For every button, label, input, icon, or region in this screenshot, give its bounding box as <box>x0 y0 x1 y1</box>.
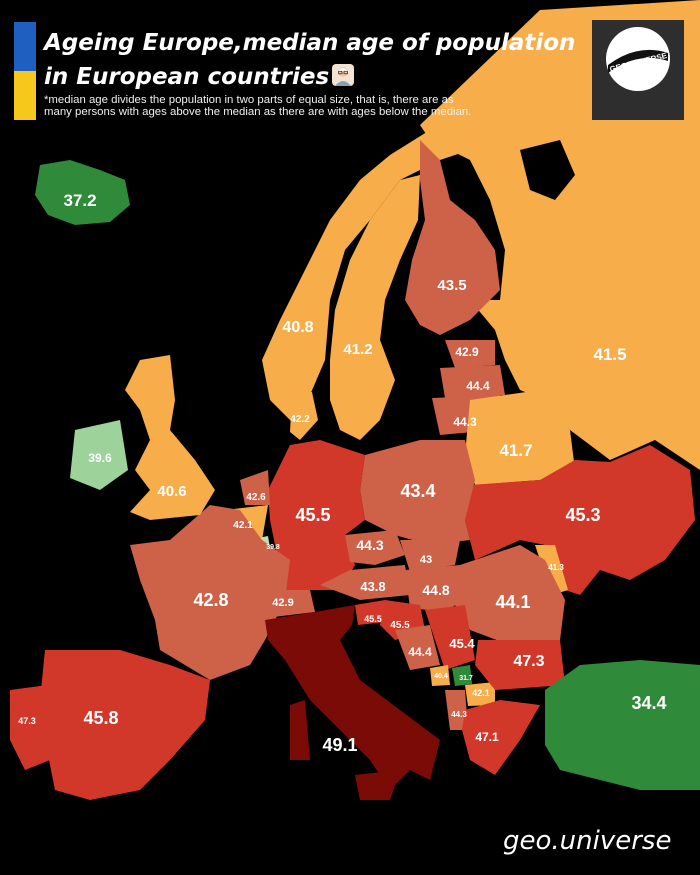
lithuania-value: 44.3 <box>453 415 477 429</box>
romania-value: 44.1 <box>495 592 530 612</box>
netherlands-value: 42.6 <box>246 492 266 503</box>
hungary-region <box>405 565 470 612</box>
elderly-person-icon <box>331 63 355 87</box>
switzerland-region <box>258 590 315 618</box>
estonia-value: 42.9 <box>455 345 479 359</box>
poland-value: 43.4 <box>400 481 435 501</box>
czechia-value: 44.3 <box>356 537 383 553</box>
ireland-value: 39.6 <box>88 451 112 465</box>
netherlands-region <box>240 470 270 505</box>
subtitle-line-2: many persons with ages above the median … <box>44 105 472 118</box>
spain-region <box>40 650 210 800</box>
albania-region <box>445 690 468 730</box>
moldova-value: 41.3 <box>548 563 564 572</box>
hungary-value: 44.8 <box>422 582 449 598</box>
portugal-value: 47.3 <box>18 716 36 726</box>
albania-value: 44.3 <box>451 710 467 719</box>
luxembourg-value: 39.8 <box>266 544 280 551</box>
montenegro-region <box>430 665 450 686</box>
sardinia-region <box>290 700 310 760</box>
belarus-value: 41.7 <box>499 441 532 460</box>
sweden-region <box>330 175 420 440</box>
austria-value: 43.8 <box>360 579 385 594</box>
germany-region <box>268 440 365 590</box>
serbia-region <box>425 605 475 670</box>
slovakia-region <box>400 540 460 572</box>
subtitle-line-1: *median age divides the population in tw… <box>44 94 454 106</box>
austria-region <box>320 565 410 600</box>
greece-value: 47.1 <box>475 730 499 744</box>
switzerland-value: 42.9 <box>272 597 293 609</box>
finland-value: 43.5 <box>437 277 466 294</box>
slovenia-value: 45.5 <box>364 614 382 624</box>
page-title: Ageing Europe,median age of population i… <box>44 26 584 94</box>
ireland-region <box>70 420 128 490</box>
spain-value: 45.8 <box>83 708 118 728</box>
montenegro-value: 40.4 <box>434 673 448 680</box>
czechia-region <box>345 530 405 565</box>
title-line-1: Ageing Europe,median age of population <box>44 30 576 56</box>
romania-region <box>455 545 565 645</box>
turkey-region <box>545 660 700 790</box>
moldova-region <box>535 545 568 595</box>
bosnia-value: 44.4 <box>408 645 432 659</box>
title-line-2: in European countries <box>44 64 330 90</box>
slovakia-value: 43 <box>420 554 432 566</box>
belarus-region <box>465 390 575 485</box>
portugal-region <box>10 685 50 770</box>
sicily-region <box>355 770 400 800</box>
denmark-region <box>290 392 318 440</box>
latvia-value: 44.4 <box>466 379 490 393</box>
watermark: geo.universe <box>503 826 672 856</box>
kosovo-value: 31.7 <box>459 675 473 682</box>
estonia-region <box>445 340 495 368</box>
germany-value: 45.5 <box>295 505 330 525</box>
iceland-region <box>35 160 130 225</box>
france-value: 42.8 <box>193 590 228 610</box>
iceland-value: 37.2 <box>63 191 96 210</box>
turkey-value: 34.4 <box>631 693 666 713</box>
sweden-value: 41.2 <box>343 341 372 358</box>
greece-region <box>462 700 540 775</box>
north-macedonia-region <box>465 682 495 706</box>
ukraine-value: 45.3 <box>565 505 600 525</box>
france-region <box>130 505 290 680</box>
uk-value: 40.6 <box>157 483 186 500</box>
croatia-value: 45.5 <box>390 620 410 631</box>
ukraine-region <box>465 445 695 595</box>
serbia-value: 45.4 <box>449 636 475 651</box>
globe-logo-icon: GEOUNIVERSE <box>606 27 670 91</box>
subtitle: *median age divides the population in tw… <box>44 94 614 118</box>
bulgaria-region <box>475 640 565 690</box>
slovenia-region <box>355 600 385 625</box>
white-sea <box>520 140 575 200</box>
denmark-value: 42.2 <box>290 414 310 425</box>
norway-value: 40.8 <box>282 319 313 336</box>
poland-region <box>360 440 475 545</box>
uk-region <box>125 355 215 520</box>
italy-value: 49.1 <box>322 735 357 755</box>
russia-value: 41.5 <box>593 345 626 364</box>
belgium-value: 42.1 <box>233 520 253 531</box>
finland-region <box>405 140 500 335</box>
ukraine-flag <box>14 22 36 120</box>
italy-region <box>265 605 440 790</box>
norway-region <box>262 130 470 420</box>
latvia-region <box>440 365 505 398</box>
bulgaria-value: 47.3 <box>513 653 544 670</box>
kosovo-region <box>452 665 472 686</box>
bosnia-region <box>395 625 440 670</box>
north-macedonia-value: 42.1 <box>472 688 490 698</box>
